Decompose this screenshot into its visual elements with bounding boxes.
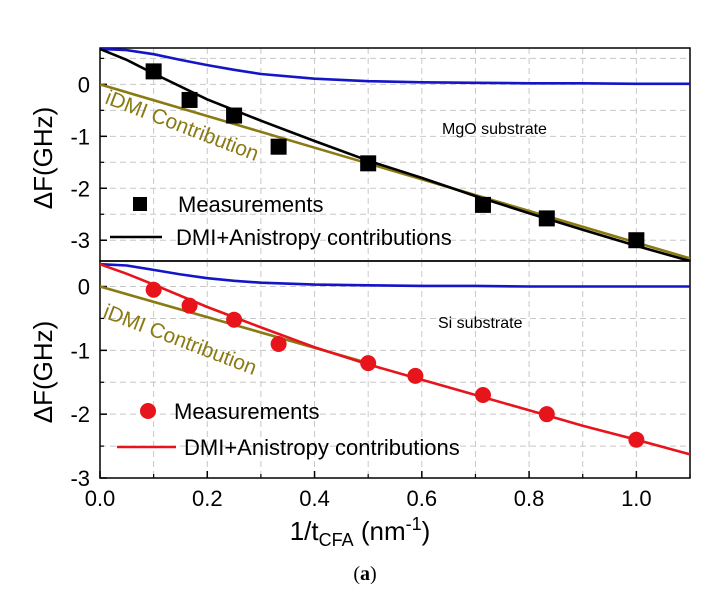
top-y-tick-label: 0 [78, 72, 90, 97]
bottom-fit-line [100, 262, 690, 456]
x-tick-label: 0.0 [85, 486, 116, 511]
top-measurement-point [474, 196, 491, 213]
bottom-measurement-point [538, 406, 555, 423]
top-y-axis-label: ΔF(GHz) [28, 107, 58, 210]
bottom-measurement-point [181, 297, 198, 314]
bottom-legend-measurements: Measurements [174, 399, 320, 424]
top-substrate-label: MgO substrate [442, 121, 547, 138]
bottom-substrate-label: Si substrate [438, 315, 523, 332]
bottom-legend-marker [140, 403, 156, 419]
x-axis-label-sub: CFA [319, 530, 354, 550]
top-measurement-point [538, 210, 555, 227]
top-legend-fit: DMI+Anistropy contributions [176, 225, 452, 250]
top-y-tick-label: -1 [70, 124, 90, 149]
x-axis-label-unit: (nm [354, 516, 406, 546]
top-plot-area [100, 48, 690, 261]
top-anisotropy-curve [100, 48, 690, 86]
top-measurement-point [226, 107, 243, 124]
bottom-anisotropy-curve [100, 262, 690, 288]
top-y-tick-label: -2 [70, 176, 90, 201]
x-axis-label-close: ) [422, 516, 431, 546]
bottom-measurement-point [226, 311, 243, 328]
top-idmi-line [100, 83, 690, 260]
bottom-y-tick-label: -3 [70, 466, 90, 491]
top-legend-measurements: Measurements [178, 192, 324, 217]
bottom-measurement-point [360, 355, 377, 372]
bottom-legend-fit: DMI+Anistropy contributions [184, 435, 460, 460]
bottom-legend: Measurements DMI+Anistropy contributions [117, 399, 460, 460]
x-tick-label: 0.4 [299, 486, 330, 511]
bottom-panel: 0-1-2-30.0 0.2 0.4 0.6 0.8 1.0Si substrateiDM… [70, 260, 691, 511]
x-tick-label: 0.2 [192, 486, 223, 511]
x-axis-label-main: 1/t [290, 516, 320, 546]
top-measurement-point [181, 91, 198, 108]
bottom-y-tick-label: -1 [70, 338, 90, 363]
bottom-y-tick-label: 0 [78, 275, 90, 300]
bottom-y-tick-label: -2 [70, 402, 90, 427]
bottom-y-axis-label: ΔF(GHz) [28, 321, 58, 424]
x-axis-label-sup: -1 [406, 514, 422, 534]
top-measurement-point [360, 155, 377, 172]
top-measurement-point [628, 232, 645, 249]
top-measurement-point [270, 138, 287, 155]
bottom-measurement-point [474, 387, 491, 404]
x-axis-label: 1/tCFA (nm-1) [290, 514, 431, 550]
top-y-tick-label: -3 [70, 228, 90, 253]
figure-caption: (a) [353, 563, 376, 585]
bottom-measurement-point [145, 281, 162, 298]
x-tick-label: 0.6 [407, 486, 438, 511]
bottom-measurement-point [407, 367, 424, 384]
bottom-plot-area [100, 262, 690, 456]
x-tick-label: 0.8 [514, 486, 545, 511]
x-tick-label: 1.0 [621, 486, 652, 511]
bottom-plot-frame [99, 260, 691, 479]
top-legend: Measurements DMI+Anistropy contributions [110, 192, 452, 250]
bottom-measurement-point [628, 431, 645, 448]
top-legend-marker [133, 197, 147, 211]
top-measurement-point [145, 63, 162, 80]
bottom-measurement-point [270, 335, 287, 352]
